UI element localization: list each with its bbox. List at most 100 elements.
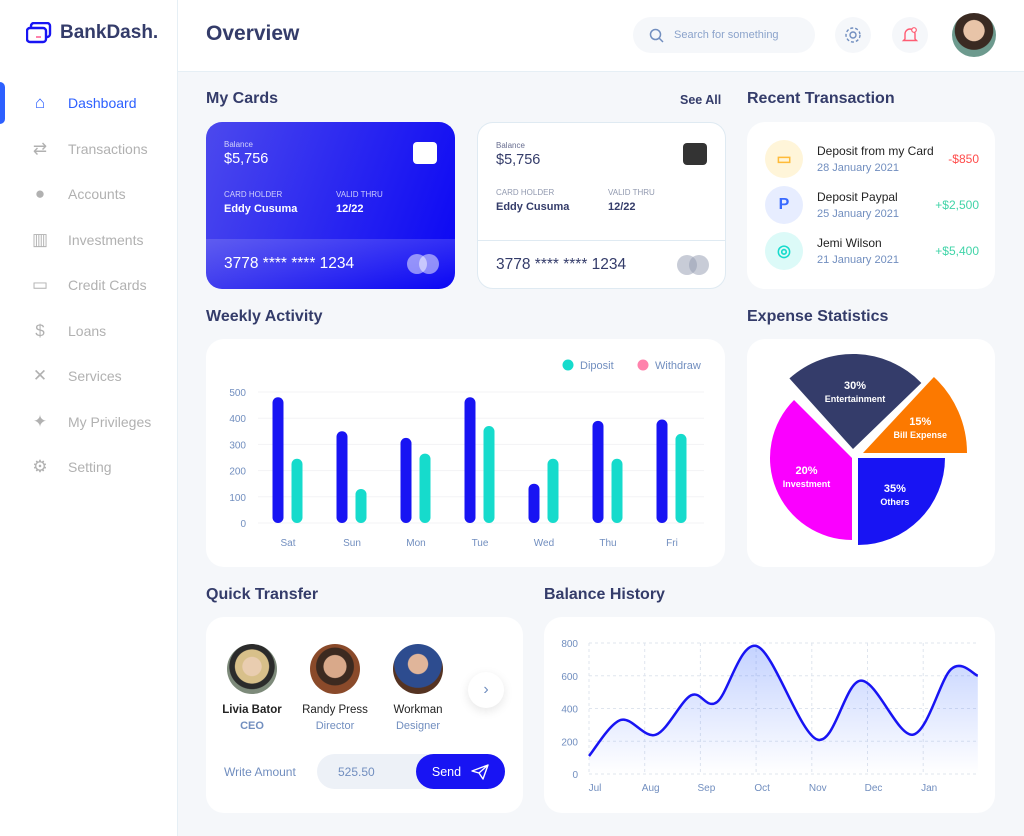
card-number: 3778 **** **** 1234 (224, 255, 355, 272)
x-tick-label: Dec (865, 783, 883, 794)
contact-role: Director (315, 720, 355, 732)
transaction-date: 25 January 2021 (817, 208, 899, 220)
amount-value: 525.50 (338, 765, 375, 779)
search-icon (649, 28, 664, 43)
legend-marker (637, 359, 649, 371)
see-all-link[interactable]: See All (680, 93, 722, 107)
x-tick-label: Nov (809, 783, 827, 794)
bar-diposit-tue (483, 426, 495, 523)
credit-card[interactable]: Balance $5,756 CARD HOLDER Eddy Cusuma V… (477, 122, 726, 289)
x-tick-label: Mon (406, 538, 425, 549)
transaction-row[interactable]: ◎ Jemi Wilson 21 January 2021 +$5,400 (747, 228, 995, 274)
settings-button[interactable] (835, 17, 871, 53)
x-tick-label: Jul (589, 783, 602, 794)
avatar (227, 644, 277, 694)
credit-card[interactable]: Balance $5,756 CARD HOLDER Eddy Cusuma V… (206, 122, 455, 289)
x-tick-label: Oct (754, 783, 770, 794)
coin-icon: ◎ (765, 232, 803, 270)
balance-line (588, 644, 979, 757)
search-input[interactable]: Search for something (633, 17, 815, 53)
transfer-contact[interactable]: Livia Bator CEO (217, 644, 287, 732)
valid-thru-value: 12/22 (336, 203, 364, 215)
logo[interactable]: BankDash. (26, 22, 158, 44)
x-tick-label: Sun (343, 538, 361, 549)
sidebar-item-label: My Privileges (68, 413, 152, 430)
transaction-row[interactable]: ▭ Deposit from my Card 28 January 2021 -… (747, 136, 995, 182)
sidebar-item-services[interactable]: ✕ Services (0, 356, 178, 396)
notifications-button[interactable] (892, 17, 928, 53)
transaction-row[interactable]: P Deposit Paypal 25 January 2021 +$2,500 (747, 182, 995, 228)
x-tick-label: Aug (642, 783, 660, 794)
credit-card-icon: ▭ (31, 275, 49, 294)
y-tick-label: 800 (561, 639, 578, 650)
gear-icon (845, 27, 861, 43)
transaction-date: 21 January 2021 (817, 254, 899, 266)
bar-withdraw-sat (272, 397, 284, 523)
bar-withdraw-sun (336, 431, 348, 523)
transfer-contact[interactable]: Randy Press Director (300, 644, 370, 732)
x-tick-label: Jan (921, 783, 937, 794)
tools-icon: ✕ (32, 366, 48, 385)
privileges-icon: ✦ (32, 411, 48, 431)
recent-transaction-title: Recent Transaction (747, 90, 895, 107)
transactions-icon: ⇄ (32, 138, 48, 158)
valid-thru-label: VALID THRU (608, 188, 655, 197)
contact-name: Livia Bator (222, 704, 282, 716)
sidebar-item-transactions[interactable]: ⇄ Transactions (0, 129, 178, 169)
bar-diposit-sat (291, 458, 303, 523)
send-button[interactable]: Send (416, 754, 505, 789)
user-avatar[interactable] (952, 13, 996, 57)
user-icon: ● (34, 184, 46, 203)
contact-role: Designer (395, 720, 441, 732)
bar-diposit-mon (419, 453, 431, 523)
transaction-amount: +$2,500 (935, 198, 979, 212)
balance-value: $5,756 (496, 152, 541, 168)
card-number: 3778 **** **** 1234 (496, 256, 627, 273)
contact-role: CEO (240, 720, 264, 732)
sidebar-item-credit-cards[interactable]: ▭ Credit Cards (0, 265, 178, 305)
pie-slice-bill-expense (863, 376, 968, 453)
x-tick-label: Sat (280, 538, 295, 549)
bar-diposit-wed (547, 458, 559, 523)
legend-label: Withdraw (655, 360, 701, 372)
pie-slice-others (858, 458, 945, 545)
send-label: Send (431, 764, 462, 779)
transfer-contact[interactable]: Workman Designer (383, 644, 453, 732)
legend-marker (562, 359, 574, 371)
cards-logo-icon (26, 22, 52, 44)
bell-icon (901, 27, 919, 42)
y-tick-label: 0 (240, 519, 246, 530)
page-title: Overview (206, 22, 300, 45)
sidebar-item-setting[interactable]: ⚙ Setting (0, 447, 178, 487)
quick-transfer-title: Quick Transfer (206, 586, 319, 603)
x-tick-label: Fri (666, 538, 678, 549)
sidebar-item-my-privileges[interactable]: ✦ My Privileges (0, 402, 178, 442)
transaction-title: Deposit Paypal (817, 190, 898, 204)
sidebar-item-loans[interactable]: $ Loans (0, 311, 178, 351)
sidebar-item-dashboard[interactable]: ⌂ Dashboard (0, 83, 178, 123)
slice-label: Bill Expense (893, 430, 947, 440)
next-people-button[interactable]: › (468, 672, 504, 708)
expense-statistics-title: Expense Statistics (747, 308, 889, 325)
bar-withdraw-thu (592, 420, 604, 523)
balance-label: Balance (224, 140, 253, 149)
balance-value: $5,756 (224, 151, 269, 167)
search-placeholder: Search for something (674, 29, 779, 41)
slice-label: Others (880, 497, 909, 507)
chevron-right-icon: › (483, 681, 489, 698)
paypal-icon: P (765, 186, 803, 224)
x-tick-label: Wed (534, 538, 554, 549)
x-tick-label: Sep (698, 783, 716, 794)
chip-icon (413, 142, 437, 164)
bar-withdraw-wed (528, 483, 540, 523)
card-footer (478, 240, 725, 288)
slice-label: Entertainment (825, 394, 886, 404)
y-tick-label: 100 (229, 493, 246, 504)
sidebar-item-investments[interactable]: ▥ Investments (0, 220, 178, 260)
sidebar-item-accounts[interactable]: ● Accounts (0, 174, 178, 214)
slice-percent: 15% (909, 416, 931, 428)
valid-thru-value: 12/22 (608, 201, 636, 213)
valid-thru-label: VALID THRU (336, 190, 383, 199)
x-tick-label: Thu (599, 538, 616, 549)
card-holder-label: CARD HOLDER (496, 188, 555, 197)
